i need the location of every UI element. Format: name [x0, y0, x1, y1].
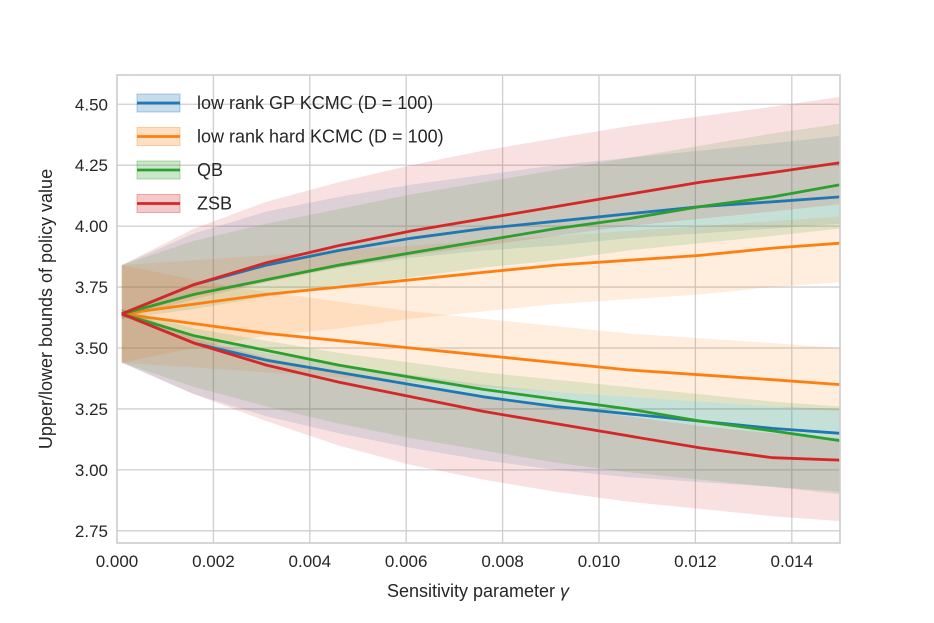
legend-label: QB — [197, 160, 223, 180]
series-lines — [121, 161, 841, 462]
zsb-upper-band — [121, 96, 841, 319]
y-tick-label: 4.00 — [75, 217, 108, 236]
x-tick-label: 0.008 — [481, 552, 524, 571]
x-tick-label: 0.004 — [289, 552, 332, 571]
low-rank-hard-kcmc-upper-band — [121, 216, 841, 363]
x-tick-labels: 0.000 0.002 0.004 0.006 0.008 0.010 0.012 0.014 — [96, 552, 813, 571]
legend-label: ZSB — [197, 194, 232, 214]
zsb-lower-band — [121, 309, 841, 522]
legend-label-suffix: (D = 100) — [353, 93, 434, 113]
x-tick-label: 0.012 — [674, 552, 717, 571]
y-tick-label: 4.50 — [75, 95, 108, 114]
qb-upper-band — [121, 123, 841, 319]
low-rank-gp-kcmc-lower-band — [121, 309, 841, 492]
y-tick-label: 3.50 — [75, 339, 108, 358]
low-rank-hard-kcmc-lower-band — [121, 265, 841, 412]
x-tick-label: 0.000 — [96, 552, 139, 571]
legend-label-suffix: (D = 100) — [363, 127, 444, 147]
low-rank-hard-kcmc-upper-line — [121, 241, 841, 316]
zsb-upper-line — [121, 161, 841, 316]
qb-upper-line — [121, 183, 841, 316]
legend-item-low-rank-gp-kcmc: low rank GP KCMC (D = 100) — [136, 93, 433, 113]
low-rank-hard-kcmc-lower-line — [121, 312, 841, 386]
zsb-lower-line — [121, 312, 841, 462]
qb-lower-band — [121, 309, 841, 495]
legend-label: low rank hard KCMC (D = 100) — [197, 127, 444, 147]
low-rank-gp-kcmc-upper-line — [121, 195, 841, 316]
qb-lower-line — [121, 312, 841, 442]
y-tick-label: 3.00 — [75, 461, 108, 480]
y-tick-label: 2.75 — [75, 522, 108, 541]
legend-item-zsb: ZSB — [136, 194, 232, 214]
x-tick-label: 0.010 — [578, 552, 621, 571]
confidence-bands — [121, 96, 841, 522]
legend-item-low-rank-hard-kcmc: low rank hard KCMC (D = 100) — [136, 127, 444, 147]
legend-label: low rank GP KCMC (D = 100) — [197, 93, 433, 113]
legend-item-qb: QB — [136, 160, 223, 180]
x-tick-label: 0.014 — [771, 552, 814, 571]
grid — [117, 75, 840, 543]
x-tick-label: 0.002 — [192, 552, 235, 571]
x-tick-label: 0.006 — [385, 552, 428, 571]
y-tick-label: 4.25 — [75, 156, 108, 175]
x-axis-label: Sensitivity parameter γ — [387, 581, 570, 601]
y-tick-labels: 2.75 3.00 3.25 3.50 3.75 4.00 4.25 4.50 — [75, 95, 108, 541]
plot-frame — [116, 74, 841, 544]
y-tick-label: 3.25 — [75, 400, 108, 419]
y-tick-label: 3.75 — [75, 278, 108, 297]
plot-area — [117, 75, 840, 543]
legend: low rank GP KCMC (D = 100) low rank hard … — [136, 93, 444, 214]
y-axis-label: Upper/lower bounds of policy value — [36, 169, 56, 449]
